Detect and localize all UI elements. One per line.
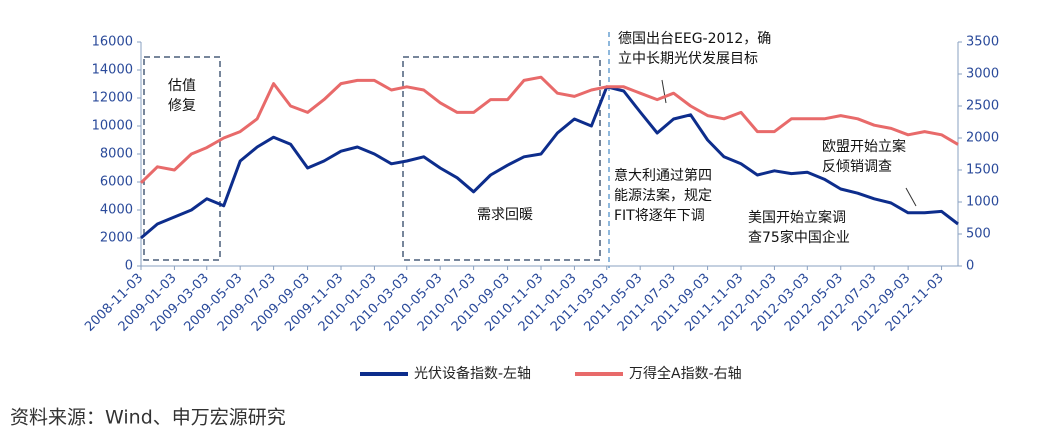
annotation: 能源法案，规定 bbox=[614, 187, 712, 204]
y2-tick-label: 500 bbox=[966, 227, 991, 242]
y-tick-label: 0 bbox=[125, 259, 133, 274]
annotation: 需求回暖 bbox=[477, 207, 533, 223]
legend-label: 万得全A指数-右轴 bbox=[629, 365, 742, 382]
y-tick-label: 6000 bbox=[100, 175, 133, 190]
y-tick-label: 4000 bbox=[100, 203, 133, 218]
annotation: FIT将逐年下调 bbox=[614, 208, 705, 224]
annotation: 修复 bbox=[168, 97, 196, 114]
y2-tick-label: 2500 bbox=[966, 99, 999, 114]
y-tick-label: 12000 bbox=[92, 91, 133, 106]
annotation: 美国开始立案调 bbox=[748, 209, 846, 226]
series-line bbox=[140, 85, 959, 240]
pointer bbox=[905, 187, 917, 207]
y-tick-label: 14000 bbox=[92, 63, 133, 78]
pointer bbox=[661, 79, 667, 104]
annotation: 查75家中国企业 bbox=[748, 229, 850, 246]
y-tick-label: 16000 bbox=[92, 35, 133, 50]
annotation: 德国出台EEG-2012，确 bbox=[618, 31, 771, 47]
y-tick-label: 8000 bbox=[100, 147, 133, 162]
y2-tick-label: 2000 bbox=[966, 131, 999, 146]
y-tick-label: 2000 bbox=[100, 231, 133, 246]
annotation-box bbox=[402, 56, 601, 261]
annotation: 欧盟开始立案 bbox=[822, 138, 906, 155]
y2-tick-label: 0 bbox=[966, 259, 974, 274]
series-line bbox=[139, 75, 959, 184]
y2-tick-label: 3500 bbox=[966, 35, 999, 50]
y2-tick-label: 1500 bbox=[966, 163, 999, 178]
source: 资料来源：Wind、申万宏源研究 bbox=[10, 407, 286, 429]
y2-tick-label: 1000 bbox=[966, 195, 999, 210]
legend-label: 光伏设备指数-左轴 bbox=[414, 365, 531, 382]
y2-tick-label: 3000 bbox=[966, 67, 999, 82]
annotation: 意大利通过第四 bbox=[614, 167, 712, 184]
y-tick-label: 10000 bbox=[92, 119, 133, 134]
annotation: 反倾销调查 bbox=[822, 159, 892, 175]
annotation: 立中长期光伏发展目标 bbox=[618, 51, 758, 67]
annotation: 估值 bbox=[168, 78, 196, 94]
